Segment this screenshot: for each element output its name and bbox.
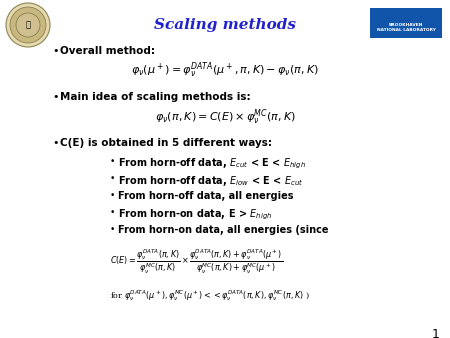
Text: $\varphi_\nu(\pi, K) = C(E) \times \varphi_\nu^{MC}(\pi, K)$: $\varphi_\nu(\pi, K) = C(E) \times \varp… [154, 107, 296, 127]
Text: •: • [110, 225, 115, 234]
Text: Overall method:: Overall method: [60, 46, 155, 56]
Text: •: • [110, 191, 115, 200]
Text: From horn-off data, all energies: From horn-off data, all energies [118, 191, 293, 201]
FancyBboxPatch shape [370, 8, 442, 38]
Text: From horn-on data, all energies (since: From horn-on data, all energies (since [118, 225, 328, 235]
Text: 🔦: 🔦 [26, 21, 31, 29]
Text: $C(E) = \dfrac{\varphi_\nu^{DATA}(\pi,K)}{\varphi_\nu^{MC}(\pi,K)} \times \dfrac: $C(E) = \dfrac{\varphi_\nu^{DATA}(\pi,K)… [110, 248, 283, 276]
Text: •: • [110, 208, 115, 217]
Text: •: • [52, 138, 58, 148]
Text: C(E) is obtained in 5 different ways:: C(E) is obtained in 5 different ways: [60, 138, 272, 148]
Text: •: • [110, 174, 115, 183]
Circle shape [16, 13, 40, 37]
Text: for $\varphi_\nu^{DATA}(\mu^+), \varphi_\nu^{MC}(\mu^+) < < \varphi_\nu^{DATA}(\: for $\varphi_\nu^{DATA}(\mu^+), \varphi_… [110, 288, 310, 303]
Circle shape [10, 7, 46, 43]
Text: •: • [52, 46, 58, 56]
Text: From horn-on data, E > $E_{high}$: From horn-on data, E > $E_{high}$ [118, 208, 272, 222]
Text: From horn-off data, $E_{low}$ < E < $E_{cut}$: From horn-off data, $E_{low}$ < E < $E_{… [118, 174, 303, 188]
Circle shape [6, 3, 50, 47]
Text: BROOKHAVEN
NATIONAL LABORATORY: BROOKHAVEN NATIONAL LABORATORY [377, 23, 436, 32]
Text: •: • [110, 157, 115, 166]
Text: Main idea of scaling methods is:: Main idea of scaling methods is: [60, 92, 251, 102]
Text: Scaling methods: Scaling methods [154, 18, 296, 32]
Text: $\varphi_\nu(\mu^+) = \varphi_\nu^{DATA}(\mu^+, \pi, K) - \varphi_\nu(\pi, K)$: $\varphi_\nu(\mu^+) = \varphi_\nu^{DATA}… [131, 60, 319, 80]
Text: •: • [52, 92, 58, 102]
Text: 1: 1 [432, 328, 440, 338]
Text: From horn-off data, $E_{cut}$ < E < $E_{high}$: From horn-off data, $E_{cut}$ < E < $E_{… [118, 157, 306, 171]
